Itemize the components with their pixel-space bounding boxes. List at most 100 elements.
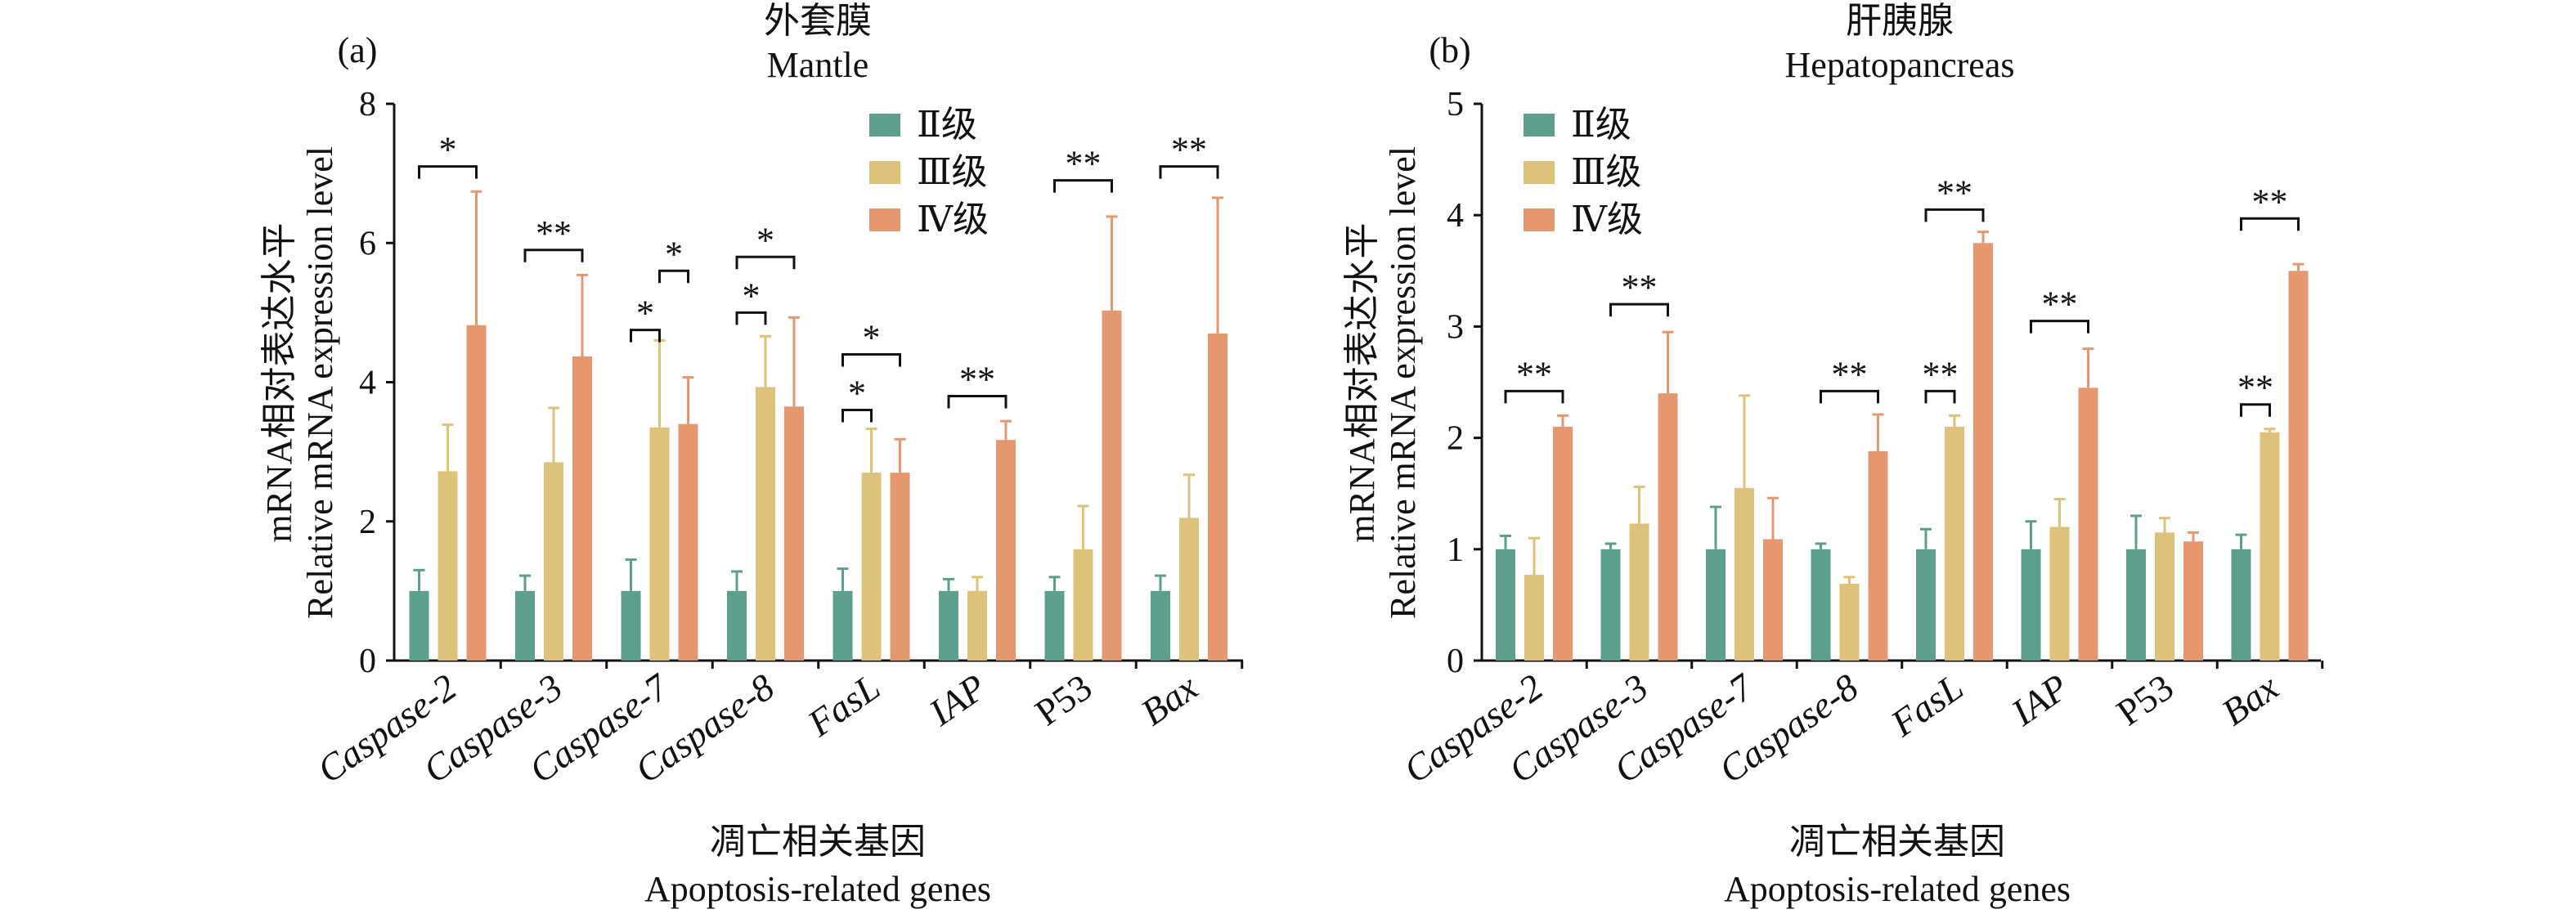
bar xyxy=(2183,541,2203,661)
bar xyxy=(1868,450,1888,661)
y-axis-title: Relative mRNA expression level xyxy=(1383,146,1423,619)
significance-bracket xyxy=(523,249,584,262)
y-tick-label: 4 xyxy=(1447,197,1464,235)
legend-label: Ⅱ级 xyxy=(1571,105,1631,145)
significance-label: ** xyxy=(959,360,995,400)
significance-label: ** xyxy=(1516,354,1552,394)
significance-bracket xyxy=(2240,217,2300,231)
legend-swatch xyxy=(869,161,900,184)
bar xyxy=(1973,243,1993,661)
bar xyxy=(438,471,458,661)
significance-label: * xyxy=(665,234,683,274)
significance-label: * xyxy=(439,130,457,170)
y-tick-label: 2 xyxy=(359,504,376,541)
legend-swatch xyxy=(1524,114,1555,137)
bar xyxy=(2078,388,2098,661)
bar xyxy=(1811,549,1831,661)
significance-label: ** xyxy=(1066,144,1102,184)
significance-label: * xyxy=(863,317,881,357)
bar xyxy=(466,325,487,661)
x-tick-label: IAP xyxy=(2004,665,2076,733)
y-tick-label: 5 xyxy=(1447,86,1464,123)
bar xyxy=(1044,590,1065,661)
panel-label: (b) xyxy=(1429,30,1470,70)
x-tick-label: P53 xyxy=(1027,665,1099,733)
plot-area: 012345Caspase-2Caspase-3Caspase-7Caspase… xyxy=(1396,86,2324,791)
significance-label: ** xyxy=(1936,173,1972,213)
legend-swatch xyxy=(1524,161,1555,184)
significance-label: ** xyxy=(2237,368,2273,408)
bar xyxy=(621,590,641,661)
bar xyxy=(1839,584,1860,661)
bar xyxy=(1629,523,1649,661)
significance-bracket xyxy=(658,269,689,284)
bar xyxy=(1658,393,1678,661)
bar xyxy=(1179,518,1199,661)
chart-title: 外套膜 xyxy=(764,1,872,41)
bar xyxy=(756,387,775,661)
x-axis-title-cn: 凋亡相关基因 xyxy=(1789,822,2005,862)
y-axis-title-cn: mRNA相对表达水平 xyxy=(259,222,299,542)
significance-bracket xyxy=(1159,165,1219,179)
bar xyxy=(784,406,804,661)
bar xyxy=(727,590,747,661)
significance-label: * xyxy=(636,293,654,334)
bar xyxy=(2260,432,2280,661)
y-tick-label: 4 xyxy=(359,365,376,402)
bar xyxy=(1553,426,1573,661)
significance-label: ** xyxy=(1622,267,1658,307)
y-tick-label: 0 xyxy=(1447,643,1464,680)
bar xyxy=(2126,549,2146,661)
x-tick-label: FasL xyxy=(1883,665,1971,745)
significance-bracket xyxy=(947,395,1008,409)
y-tick-label: 2 xyxy=(1447,420,1464,458)
x-tick-label: IAP xyxy=(921,665,994,733)
significance-label: ** xyxy=(1832,354,1868,394)
y-tick-label: 6 xyxy=(359,225,376,262)
bar xyxy=(515,590,535,661)
legend-label: Ⅲ级 xyxy=(1571,152,1641,192)
bar xyxy=(2231,549,2251,661)
significance-bracket xyxy=(630,329,661,343)
panel-mantle: (a) 外套膜 Mantle mRNA相对表达水平 Relative mRNA … xyxy=(259,1,1244,909)
y-tick-label: 8 xyxy=(359,86,376,123)
significance-bracket xyxy=(2030,320,2089,334)
chart-title: 肝胰腺 xyxy=(1846,1,1954,41)
bar xyxy=(1706,549,1726,661)
y-tick-label: 0 xyxy=(359,643,376,680)
legend: Ⅱ级 Ⅲ级 Ⅳ级 xyxy=(1524,105,1643,240)
chart-subtitle: Mantle xyxy=(767,45,869,85)
legend-label: Ⅳ级 xyxy=(917,199,989,240)
legend-swatch xyxy=(869,208,900,231)
bar xyxy=(1102,310,1122,661)
x-axis-title: Apoptosis-related genes xyxy=(644,869,991,909)
bar xyxy=(996,440,1016,661)
significance-bracket xyxy=(2240,403,2271,417)
bar xyxy=(409,590,429,661)
bar xyxy=(1524,575,1544,661)
significance-bracket xyxy=(418,165,478,179)
bar xyxy=(678,423,698,661)
legend-label: Ⅲ级 xyxy=(917,152,987,192)
bar xyxy=(832,590,853,661)
bar xyxy=(1208,333,1227,661)
significance-label: ** xyxy=(1171,130,1207,170)
significance-label: ** xyxy=(536,213,572,253)
bar xyxy=(1073,549,1093,661)
bar xyxy=(2049,526,2070,661)
x-tick-label: P53 xyxy=(2109,665,2181,733)
significance-bracket xyxy=(1820,389,1879,404)
x-axis-title: Apoptosis-related genes xyxy=(1724,869,2071,909)
bar xyxy=(861,473,882,661)
significance-label: * xyxy=(848,374,866,414)
significance-label: ** xyxy=(2252,181,2288,222)
y-axis-title: Relative mRNA expression level xyxy=(300,146,340,619)
bar xyxy=(1916,549,1936,661)
bar xyxy=(1151,590,1170,661)
chart-subtitle: Hepatopancreas xyxy=(1785,45,2015,85)
legend: Ⅱ级 Ⅲ级 Ⅳ级 xyxy=(869,105,989,240)
significance-bracket xyxy=(1053,179,1113,193)
significance-bracket xyxy=(841,352,901,367)
bar xyxy=(890,473,910,661)
